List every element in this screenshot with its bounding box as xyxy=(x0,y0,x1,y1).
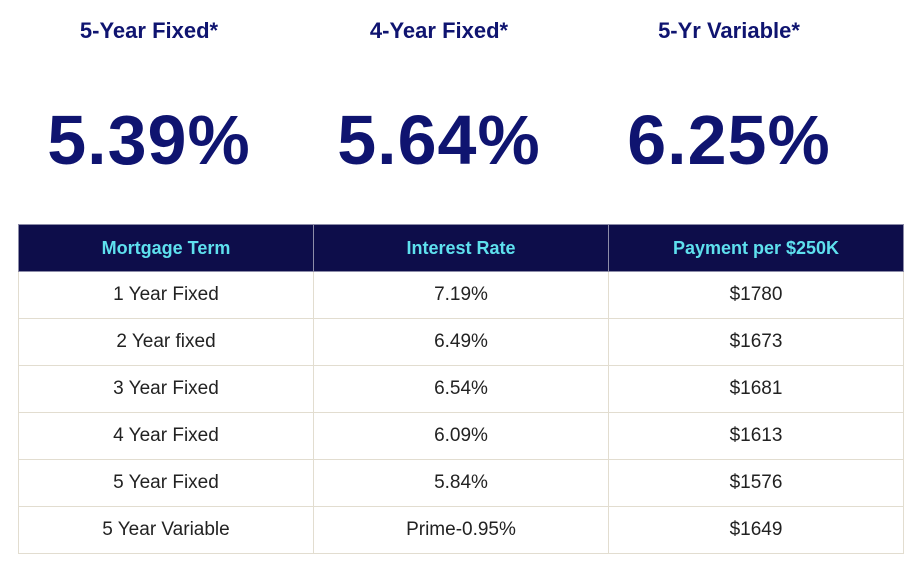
term-cell: 5 Year Variable xyxy=(18,506,314,554)
rate-cell: 6.09% xyxy=(313,412,609,460)
table-row: 5 Year Variable Prime-0.95% $1649 xyxy=(18,506,904,554)
header-payment: Payment per $250K xyxy=(608,224,904,272)
table-row: 2 Year fixed 6.49% $1673 xyxy=(18,318,904,366)
term-cell: 1 Year Fixed xyxy=(18,271,314,319)
rate-card-label: 5-Yr Variable* xyxy=(658,18,800,43)
payment-cell: $1649 xyxy=(608,506,904,554)
rate-card-label: 5-Year Fixed* xyxy=(79,18,219,43)
table-row: 5 Year Fixed 5.84% $1576 xyxy=(18,459,904,507)
table-header-row: Mortgage Term Interest Rate Payment per … xyxy=(18,224,904,272)
rate-cell: 6.49% xyxy=(313,318,609,366)
header-mortgage-term: Mortgage Term xyxy=(18,224,314,272)
table-row: 4 Year Fixed 6.09% $1613 xyxy=(18,412,904,460)
mortgage-rates-table: Mortgage Term Interest Rate Payment per … xyxy=(18,224,904,554)
term-cell: 4 Year Fixed xyxy=(18,412,314,460)
term-cell: 3 Year Fixed xyxy=(18,365,314,413)
table-row: 1 Year Fixed 7.19% $1780 xyxy=(18,271,904,319)
rate-card-label: 4-Year Fixed* xyxy=(369,18,509,43)
rate-card-value: 5.39% xyxy=(47,101,251,179)
rate-card-value: 6.25% xyxy=(627,101,831,179)
rate-cell: 5.84% xyxy=(313,459,609,507)
payment-cell: $1613 xyxy=(608,412,904,460)
header-interest-rate: Interest Rate xyxy=(313,224,609,272)
payment-cell: $1681 xyxy=(608,365,904,413)
table-row: 3 Year Fixed 6.54% $1681 xyxy=(18,365,904,413)
payment-cell: $1780 xyxy=(608,271,904,319)
term-cell: 2 Year fixed xyxy=(18,318,314,366)
rate-cell: Prime-0.95% xyxy=(313,506,609,554)
rate-cell: 6.54% xyxy=(313,365,609,413)
term-cell: 5 Year Fixed xyxy=(18,459,314,507)
rate-card-value: 5.64% xyxy=(337,101,541,179)
payment-cell: $1576 xyxy=(608,459,904,507)
rate-cell: 7.19% xyxy=(313,271,609,319)
payment-cell: $1673 xyxy=(608,318,904,366)
